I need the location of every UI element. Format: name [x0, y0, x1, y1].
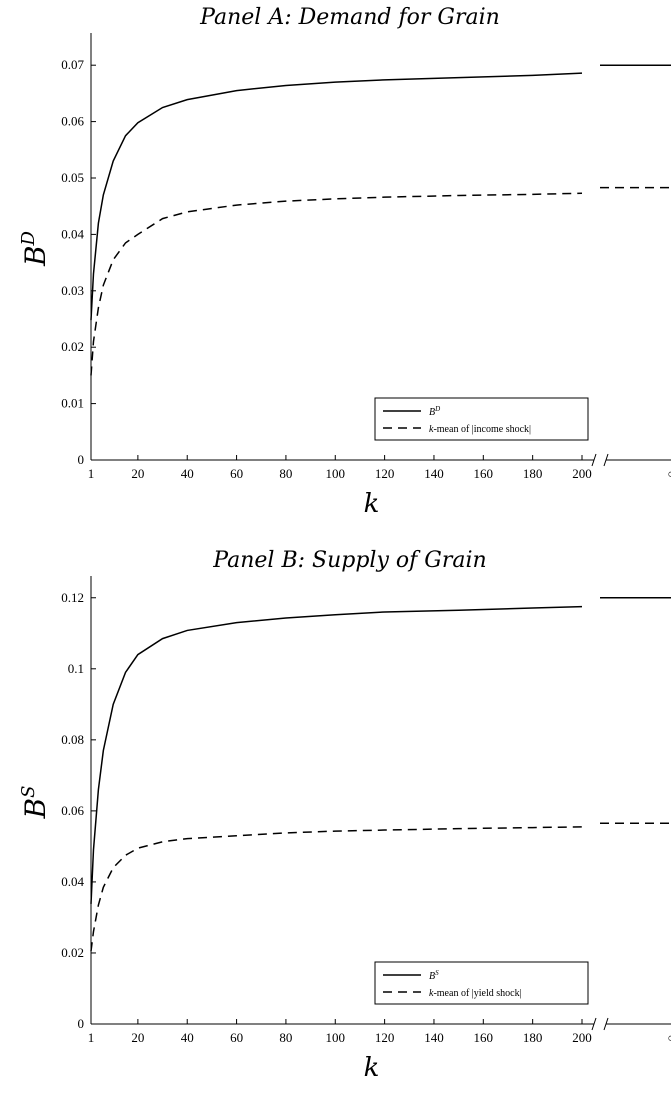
y-tick-label: 0: [78, 1016, 85, 1031]
panel-a: Panel A: Demand for Grain 0 0.01 0.02 0.03 0.…: [18, 5, 671, 519]
x-tick-label-infinity: ∞: [668, 466, 671, 481]
legend-label-2: k-mean of |yield shock|: [429, 988, 522, 999]
y-axis-label-superscript: S: [18, 786, 39, 798]
legend-label-main: k: [429, 424, 434, 435]
legend: BSk-mean of |yield shock|: [374, 961, 589, 1005]
y-tick-label: 0.08: [61, 732, 84, 747]
x-tick-label: 80: [279, 466, 292, 481]
legend-label-1: BS: [429, 969, 439, 982]
x-tick-label: 180: [523, 1030, 543, 1045]
legend-label-superscript: D: [434, 405, 440, 413]
chart-title: Panel B: Supply of Grain: [212, 548, 486, 573]
y-tick-label: 0.07: [61, 57, 84, 72]
x-tick-label: 120: [375, 1030, 395, 1045]
x-tick-label: 80: [279, 1030, 292, 1045]
y-tick-label: 0.1: [68, 661, 84, 676]
legend-label-superscript: S: [435, 969, 439, 977]
x-tick-label: 20: [131, 466, 144, 481]
axis-break-mark: [591, 453, 597, 467]
series-line-2: [90, 826, 583, 952]
axis-break-mark: [603, 453, 609, 467]
chart-title: Panel A: Demand for Grain: [199, 5, 500, 30]
legend-label-main: B: [429, 407, 435, 418]
y-axis-label: BS: [18, 786, 52, 820]
legend-label-rest: -mean of |income shock|: [433, 424, 531, 435]
legend-label-main: k: [429, 988, 434, 999]
x-tick-label: 20: [131, 1030, 144, 1045]
y-axis-label-superscript: D: [18, 230, 39, 246]
panel-b: Panel B: Supply of Grain 0 0.02 0.04 0.06 0.0…: [18, 548, 671, 1083]
y-tick-label: 0.05: [61, 170, 84, 185]
y-axis-label: BD: [18, 230, 52, 267]
y-tick-label: 0.12: [61, 590, 84, 605]
x-tick-label: 40: [181, 466, 194, 481]
y-tick-label: 0.04: [61, 226, 84, 241]
y-tick-label: 0.06: [61, 114, 84, 129]
y-tick-label: 0.01: [61, 396, 84, 411]
x-tick-label: 160: [474, 1030, 494, 1045]
x-tick-label: 100: [326, 1030, 346, 1045]
x-tick-label: 180: [523, 466, 543, 481]
series-line-2: [90, 192, 583, 376]
y-axis-label-main: B: [19, 798, 52, 820]
axis-break-mark: [591, 1017, 597, 1031]
y-tick-label: 0.02: [61, 945, 84, 960]
y-tick-label: 0.04: [61, 874, 84, 889]
x-tick-label-infinity: ∞: [668, 1030, 671, 1045]
y-axis-label-main: B: [19, 245, 52, 267]
x-tick-label: 200: [572, 1030, 592, 1045]
series-line-1: [90, 72, 583, 321]
x-tick-label: 1: [88, 466, 95, 481]
x-tick-label: 160: [474, 466, 494, 481]
legend-label-main: B: [429, 971, 435, 982]
legend-label-1: BD: [429, 405, 440, 418]
legend-box: [374, 397, 589, 441]
y-tick-label: 0.03: [61, 283, 84, 298]
y-tick-label: 0.06: [61, 803, 84, 818]
x-tick-label: 60: [230, 466, 243, 481]
x-tick-label: 60: [230, 1030, 243, 1045]
y-axis-label-group: BD: [18, 230, 52, 267]
x-tick-label: 200: [572, 466, 592, 481]
x-tick-label: 40: [181, 1030, 194, 1045]
axis-break-mark: [603, 1017, 609, 1031]
legend: BDk-mean of |income shock|: [374, 397, 589, 441]
y-tick-label: 0.02: [61, 339, 84, 354]
legend-box: [374, 961, 589, 1005]
x-tick-label: 120: [375, 466, 395, 481]
x-tick-label: 140: [424, 1030, 444, 1045]
x-tick-label: 140: [424, 466, 444, 481]
x-axis-label: k: [364, 489, 380, 519]
x-tick-label: 1: [88, 1030, 95, 1045]
x-axis-label: k: [364, 1053, 380, 1083]
y-axis-label-group: BS: [18, 786, 52, 820]
legend-label-rest: -mean of |yield shock|: [433, 988, 521, 999]
series-line-1: [90, 605, 583, 904]
x-tick-label: 100: [326, 466, 346, 481]
y-tick-label: 0: [78, 452, 85, 467]
legend-label-2: k-mean of |income shock|: [429, 424, 531, 435]
